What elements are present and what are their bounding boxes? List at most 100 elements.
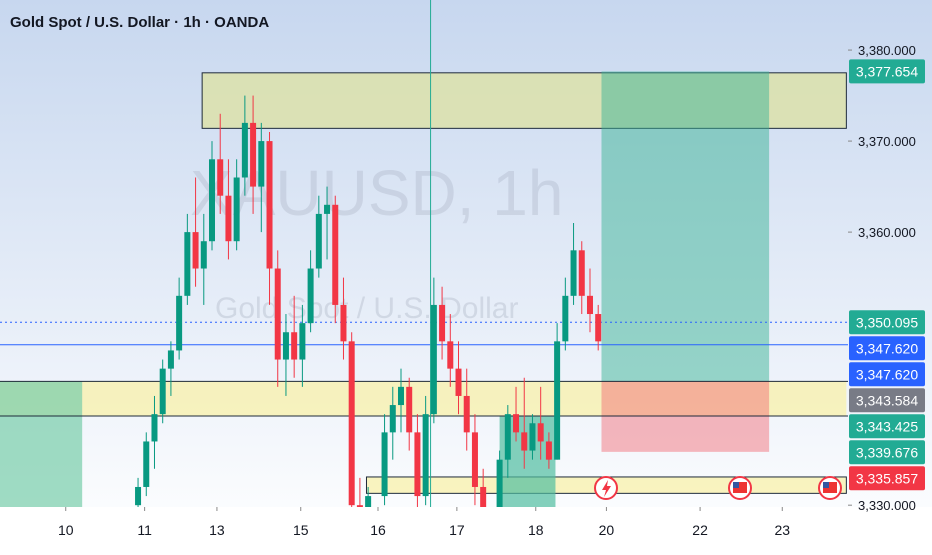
candle-body [324,204,331,214]
candle-body [233,177,240,242]
price-label-box [849,59,925,84]
candle-body [586,295,593,315]
candle-body [422,414,429,497]
price-label: 3,343.425 [856,418,918,434]
price-label: 3,350.095 [856,314,918,330]
candle-body [266,141,273,269]
watermark-subtitle: Gold Spot / U.S. Dollar [215,292,518,325]
candle-body [299,323,306,360]
candle-body [504,414,511,460]
price-label-box [849,336,925,361]
candle-body [217,159,224,196]
candle-body [381,432,388,497]
flag-canton [733,482,739,488]
candle-body [529,423,536,451]
price-label: 3,343.584 [856,392,918,408]
candle-body [455,368,462,396]
candle-body [414,432,421,497]
candle-body [471,432,478,487]
candle-body [225,195,232,242]
price-label-box [849,466,925,491]
x-tick-label: 23 [774,522,790,538]
candle-body [282,332,289,360]
candle-body [258,141,265,187]
candle-body [389,405,396,433]
candle-body [143,441,150,487]
candle-body [430,304,437,415]
candle-body [291,332,298,360]
x-tick-label: 10 [58,522,74,538]
candle-body [167,350,174,369]
flag-canton [823,482,829,488]
candle-body [406,386,413,433]
chart-title: Gold Spot / U.S. Dollar · 1h · OANDA [10,14,269,31]
candle-body [554,341,561,460]
y-tick-label: 3,370.000 [858,134,916,149]
candle-body [192,232,199,269]
candle-body [274,268,281,360]
candle-body [200,241,207,269]
zone [601,71,770,382]
candle-body [348,341,355,506]
candle-body [315,213,322,269]
x-tick-label: 16 [370,522,386,538]
y-tick-label: 3,380.000 [858,43,916,58]
candle-body [365,496,372,507]
candle-body [480,486,487,507]
candle-body [562,295,569,342]
candle-body [578,250,585,296]
x-tick-label: 17 [449,522,465,538]
x-tick-label: 20 [599,522,615,538]
x-tick-label: 22 [692,522,708,538]
candle-body [159,368,166,415]
candle-body [513,414,520,433]
candle-body [439,304,446,342]
x-tick-label: 15 [293,522,309,538]
candle-body [397,386,404,406]
candle-body [463,395,470,433]
y-tick-label: 3,360.000 [858,225,916,240]
price-label: 3,335.857 [856,470,918,486]
y-tick-label: 3,330.000 [858,498,916,513]
time-axis-bg [0,507,932,550]
event-icons [594,476,842,500]
candle-body [209,159,215,242]
candle-body [307,268,314,324]
candle-body [521,432,528,451]
candle-body [151,414,158,442]
candle-body [447,341,454,369]
flag [823,482,837,493]
candle-body [135,486,142,506]
candle-body [176,295,183,351]
zone [0,381,847,416]
candle-body [340,304,347,342]
price-label-box [849,310,925,335]
candle-body [570,250,577,296]
candle-body [250,122,257,187]
candle-body [537,423,544,442]
axes: 3,330.000 3,360.000 3,370.000 3,380.000 10 11… [58,43,925,538]
zone [601,381,770,452]
candle-body [184,232,191,296]
price-label: 3,347.620 [856,340,918,356]
candle-body [241,122,248,178]
candle-body [332,204,339,305]
candle-body [545,441,552,460]
price-label-box [849,388,925,413]
price-label: 3,339.676 [856,444,918,460]
plot [0,0,848,507]
price-label-box [849,440,925,465]
x-tick-label: 11 [137,522,152,538]
price-label: 3,347.620 [856,366,918,382]
x-tick-label: 13 [209,522,225,538]
price-label-box [849,414,925,439]
zone [0,381,83,507]
candle-body [496,459,503,507]
event-icon-glyph [602,480,611,497]
x-tick-label: 18 [528,522,544,538]
price-label: 3,377.654 [856,63,918,79]
flag [733,482,747,493]
candle-body [356,505,363,507]
candle-body [595,314,602,342]
